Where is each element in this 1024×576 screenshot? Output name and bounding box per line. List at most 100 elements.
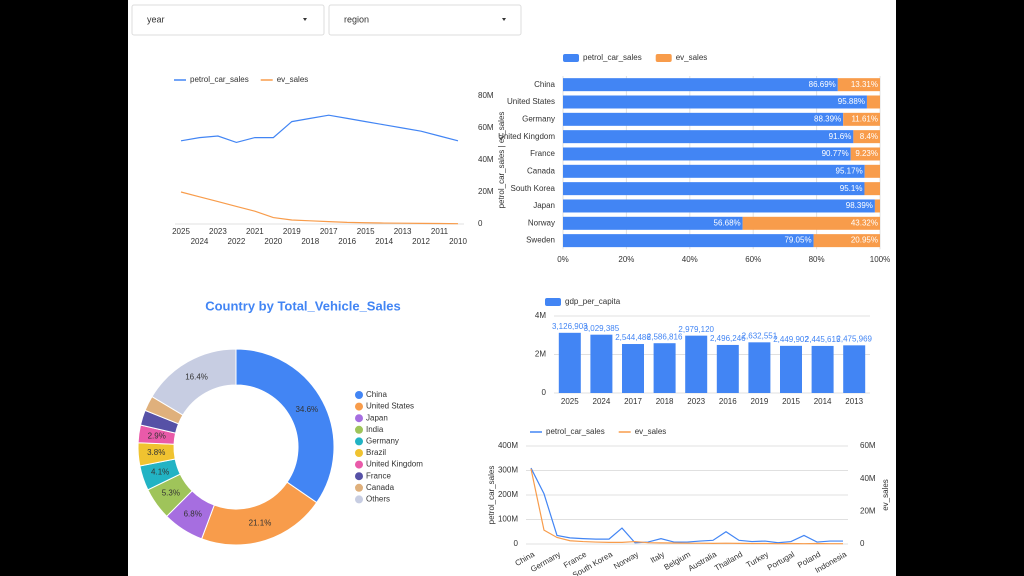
- legend-swatch: [355, 460, 363, 469]
- data-label: 6.8%: [184, 509, 202, 518]
- donut-slice: [151, 348, 237, 416]
- legend-label: Canada: [366, 483, 395, 492]
- legend-label: Brazil: [366, 448, 386, 457]
- y2-axis-title: ev_sales: [881, 479, 890, 511]
- dropdown-label[interactable]: region: [344, 14, 369, 24]
- data-label: 95.1%: [840, 184, 863, 193]
- x-tick-label: 2019: [751, 397, 769, 406]
- region-filter[interactable]: region: [328, 4, 522, 36]
- year-filter[interactable]: year: [131, 4, 325, 36]
- y-tick-label: Japan: [533, 201, 555, 210]
- bar-segment: [563, 147, 851, 161]
- y-tick-label: Norway: [528, 218, 555, 227]
- data-label: 91.6%: [829, 132, 852, 141]
- x-tick-label: 2018: [656, 397, 674, 406]
- bar: [748, 342, 771, 393]
- bar-segment: [866, 95, 880, 109]
- legend-label: China: [366, 390, 387, 399]
- bar-segment: [563, 182, 865, 196]
- x-tick-label: 2011: [431, 227, 449, 236]
- data-label: 21.1%: [249, 518, 272, 527]
- bar-segment: [853, 130, 880, 144]
- y-tick-label: 200M: [498, 490, 518, 499]
- x-tick-label: 2010: [449, 237, 467, 246]
- legend-swatch: [563, 54, 579, 62]
- legend-swatch: [355, 391, 363, 399]
- x-tick-label: 2025: [172, 227, 190, 236]
- legend-label: petrol_car_sales: [190, 75, 249, 84]
- bar-segment: [813, 234, 880, 248]
- x-tick-label: 2017: [624, 397, 642, 406]
- x-tick-label: 40%: [682, 255, 698, 264]
- legend-swatch: [355, 402, 363, 411]
- x-tick-label: 2021: [246, 227, 264, 236]
- y-tick-label: 400M: [498, 441, 518, 450]
- x-tick-label: 2015: [782, 397, 800, 406]
- x-tick-label: 2022: [228, 237, 246, 246]
- legend-swatch: [545, 298, 561, 306]
- legend-label: petrol_car_sales: [583, 53, 642, 62]
- legend-label: United Kingdom: [366, 460, 423, 469]
- bar: [716, 344, 739, 393]
- data-label: 3,126,903: [552, 322, 588, 331]
- x-tick-label: 2023: [209, 227, 227, 236]
- line-series: [180, 114, 459, 144]
- bar: [622, 344, 644, 393]
- data-label: 4.1%: [151, 468, 169, 477]
- y-tick-label: United Kingdom: [498, 132, 555, 141]
- bar-segment: [563, 78, 838, 92]
- y2-tick-label: 60M: [860, 441, 876, 450]
- y-tick-label: Sweden: [526, 236, 555, 245]
- y-tick-label: Germany: [522, 114, 555, 123]
- chart-title: Country by Total_Vehicle_Sales: [205, 298, 401, 313]
- legend-label: ev_sales: [277, 75, 309, 84]
- y-tick-label: 80M: [478, 91, 494, 100]
- data-label: 16.4%: [185, 372, 208, 381]
- bar-segment: [864, 182, 880, 196]
- dropdown-arrow[interactable]: [502, 18, 506, 21]
- bar: [685, 335, 708, 393]
- data-label: 8.4%: [860, 132, 878, 141]
- legend-label: India: [366, 425, 384, 434]
- bar-segment: [850, 147, 880, 161]
- bar-segment: [563, 234, 814, 248]
- x-tick-label: 2020: [264, 237, 282, 246]
- data-label: 2,445,615: [805, 335, 841, 344]
- y-tick-label: China: [534, 80, 555, 89]
- y-axis-title: petrol_car_sales | ev_sales: [497, 112, 506, 209]
- dropdown[interactable]: [328, 4, 522, 36]
- data-label: 43.32%: [851, 218, 878, 227]
- data-label: 2,449,902: [773, 335, 809, 344]
- bar-segment: [563, 130, 854, 144]
- x-tick-label: 2013: [394, 227, 412, 236]
- x-tick-label: 2019: [283, 227, 301, 236]
- y2-tick-label: 20M: [860, 506, 876, 515]
- x-tick-label: 100%: [870, 255, 890, 264]
- legend-swatch: [355, 495, 363, 504]
- legend-swatch: [355, 425, 363, 434]
- dropdown-arrow[interactable]: [303, 18, 307, 21]
- data-label: 9.23%: [855, 149, 878, 158]
- data-label: 3,029,385: [584, 324, 620, 333]
- data-label: 3.8%: [147, 448, 165, 457]
- x-tick-label: 2013: [845, 397, 863, 406]
- legend-label: ev_sales: [676, 53, 708, 62]
- x-tick-label: 60%: [745, 255, 761, 264]
- bar-segment: [843, 112, 880, 126]
- legend-label: France: [366, 471, 391, 480]
- legend-swatch: [355, 414, 363, 423]
- bar: [843, 345, 866, 393]
- dropdown-label[interactable]: year: [147, 14, 165, 24]
- data-label: 95.88%: [838, 97, 865, 106]
- data-label: 34.6%: [295, 405, 318, 414]
- y2-tick-label: 0: [860, 539, 865, 548]
- y-tick-label: 100M: [498, 515, 518, 524]
- legend-label: ev_sales: [635, 427, 667, 436]
- y-tick-label: 0: [478, 219, 483, 228]
- data-label: 5.3%: [162, 489, 180, 498]
- y-tick-label: 0: [542, 388, 547, 397]
- legend-swatch: [655, 54, 672, 62]
- data-label: 2,496,246: [710, 334, 746, 343]
- data-label: 2,475,969: [836, 334, 872, 343]
- dropdown[interactable]: [131, 4, 325, 36]
